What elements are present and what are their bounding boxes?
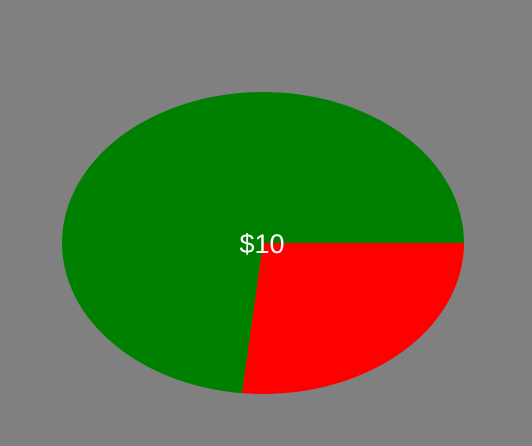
- pie-slice-2: [61, 91, 465, 394]
- pie-slice-1: [241, 243, 464, 394]
